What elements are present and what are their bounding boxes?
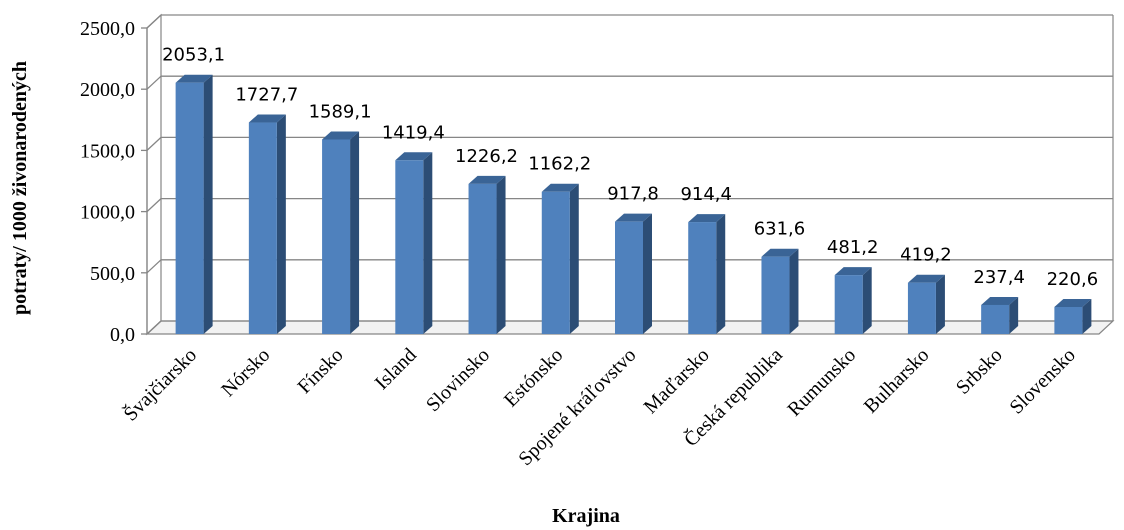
x-tick-label: Fínsko	[294, 344, 348, 398]
bar	[907, 274, 945, 334]
bars	[175, 74, 1092, 335]
bar	[615, 213, 652, 334]
bar-side	[569, 183, 579, 334]
bar-top	[175, 74, 213, 83]
bar-top	[761, 248, 799, 257]
data-label: 1589,1	[309, 101, 372, 122]
bar	[395, 152, 433, 334]
x-tick-label: Estónsko	[500, 344, 567, 411]
x-tick-label: Island	[371, 344, 421, 394]
bar-front	[541, 191, 570, 334]
bar-side	[276, 114, 286, 335]
bar-top	[688, 214, 726, 223]
bar-side	[1082, 298, 1092, 334]
data-label: 631,6	[754, 219, 806, 240]
bar-top	[834, 267, 872, 276]
bar-front	[761, 256, 790, 334]
y-tick-label: 500,0	[90, 263, 135, 285]
bar-top	[248, 114, 286, 123]
bar-side	[496, 175, 506, 334]
x-tick-label: Slovensko	[1005, 344, 1079, 418]
bar	[761, 248, 799, 334]
bar-side	[643, 213, 652, 334]
y-tick-label: 1000,0	[80, 202, 135, 224]
x-tick-label: Srbsko	[952, 344, 1007, 399]
bar	[248, 114, 286, 335]
data-label: 2053,1	[162, 45, 225, 66]
bar	[1054, 298, 1092, 334]
x-tick-label: Bulharsko	[860, 344, 934, 418]
bar-front	[981, 304, 1010, 334]
data-label: 914,4	[680, 184, 732, 205]
x-axis-ticks: Švajčiarsko Nórsko Fínsko Island Slovinsko Es…	[118, 342, 1080, 470]
bar	[468, 175, 506, 334]
bar-side	[203, 74, 213, 334]
chart-side-wall	[146, 13, 162, 336]
gridline-connector	[146, 136, 162, 151]
bar-front	[1054, 306, 1083, 334]
bar-front	[248, 122, 277, 335]
y-tick-label: 1500,0	[80, 140, 135, 162]
bar-front	[615, 221, 643, 334]
data-label: 1162,2	[528, 154, 591, 175]
data-label: 220,6	[1047, 269, 1099, 290]
bar-side	[350, 131, 360, 334]
x-tick-label: Slovinsko	[422, 344, 494, 416]
bar-top	[541, 183, 579, 192]
bar-top	[1054, 298, 1092, 307]
y-tick-label: 2500,0	[80, 18, 135, 40]
data-label: 1226,2	[455, 146, 518, 167]
bar-top	[981, 296, 1019, 305]
bar-side	[716, 214, 726, 334]
bar-front	[175, 82, 204, 334]
bar	[175, 74, 213, 334]
gridline-connector	[146, 259, 162, 274]
bar	[981, 296, 1019, 334]
gridline-connector	[146, 14, 162, 29]
bar-side	[935, 274, 945, 334]
bar	[688, 214, 726, 334]
bar-front	[907, 282, 936, 334]
data-label: 419,2	[900, 245, 952, 266]
x-axis-title: Krajina	[552, 505, 620, 527]
bar-top	[468, 175, 506, 184]
bar-front	[322, 139, 351, 334]
gridline-connector	[146, 75, 162, 90]
bar-front	[395, 160, 424, 334]
bar-front	[468, 183, 497, 334]
bar-side	[862, 267, 872, 334]
bar-top	[322, 131, 360, 140]
data-labels: 2053,1 1727,7 1589,1 1419,4 1226,2 1162,2 917,…	[162, 45, 1098, 290]
bar	[322, 131, 360, 334]
bar	[834, 267, 872, 334]
data-label: 1419,4	[382, 122, 445, 143]
data-label: 917,8	[607, 184, 659, 205]
bar-front	[834, 275, 863, 334]
x-tick-label: Nórsko	[217, 344, 274, 401]
bar	[541, 183, 579, 334]
bar-side	[423, 152, 433, 334]
x-tick-label: Maďarsko	[640, 344, 714, 418]
data-label: 1727,7	[235, 85, 298, 106]
data-label: 237,4	[973, 267, 1025, 288]
bar-top	[615, 213, 652, 222]
x-tick-label: Švajčiarsko	[118, 343, 201, 426]
gridline-connector	[146, 198, 162, 213]
data-label: 481,2	[827, 237, 879, 258]
y-axis-ticks: 0,0 500,0 1000,0 1500,0 2000,0 2500,0	[80, 18, 148, 346]
bar-top	[395, 152, 433, 161]
gridline-connector	[146, 320, 162, 335]
y-axis-title: potraty/ 1000 živonarodených	[9, 61, 31, 315]
y-tick-label: 0,0	[110, 324, 135, 346]
x-tick-label: Rumunsko	[783, 344, 860, 421]
bar-side	[1009, 296, 1019, 334]
bar-side	[789, 248, 799, 334]
bar-front	[688, 222, 717, 334]
bar-top	[907, 274, 945, 283]
y-tick-label: 2000,0	[80, 79, 135, 101]
